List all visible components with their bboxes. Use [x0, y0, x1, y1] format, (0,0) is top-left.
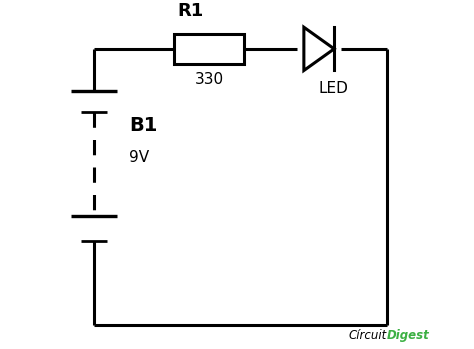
Text: 9V: 9V: [129, 150, 149, 164]
Text: Digest: Digest: [387, 329, 430, 342]
Text: B1: B1: [129, 116, 157, 135]
Text: 330: 330: [194, 73, 224, 87]
FancyBboxPatch shape: [174, 34, 244, 64]
Text: LED: LED: [318, 81, 348, 96]
Text: R1: R1: [178, 2, 204, 20]
Polygon shape: [304, 27, 334, 70]
Text: Círcuit: Círcuit: [349, 329, 387, 342]
